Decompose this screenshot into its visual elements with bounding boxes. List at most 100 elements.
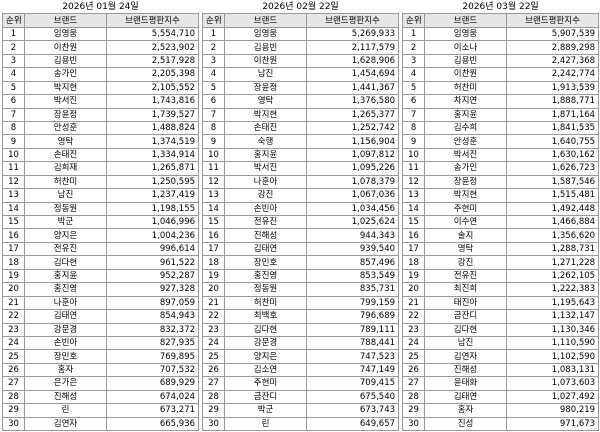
- index: 832,372: [105, 322, 200, 337]
- rank: 28: [202, 389, 226, 405]
- brand: 홍지윤: [24, 268, 107, 284]
- rank: 4: [402, 67, 426, 82]
- index: 1,097,812: [306, 147, 400, 163]
- index: 1,102,590: [506, 349, 600, 364]
- index: 1,466,884: [506, 214, 600, 230]
- ranking-table: 2026년 03월 22일 순위 브랜드 브랜드평판지수 1 임영웅 5,907,539 2 이…: [402, 1, 600, 432]
- index: 2,105,552: [105, 80, 200, 96]
- index: 747,149: [306, 362, 400, 378]
- brand: 차지연: [424, 94, 508, 109]
- brand: 박군: [224, 403, 308, 418]
- rank: 21: [2, 295, 25, 311]
- brand: 진해성: [24, 389, 107, 405]
- rank: 17: [2, 241, 25, 257]
- table-row: 25 김연자 1,102,590: [402, 349, 600, 364]
- brand: 이찬원: [24, 40, 107, 55]
- rank: 19: [2, 268, 25, 284]
- table-row: 8 손태진 1,252,742: [202, 120, 400, 136]
- brand: 홍진영: [224, 268, 308, 284]
- brand: 진해성: [424, 362, 508, 378]
- index: 1,034,456: [306, 201, 400, 217]
- table-row: 27 윤태화 1,073,603: [402, 376, 600, 391]
- table-row: 2 이찬원 2,523,902: [2, 40, 200, 55]
- brand: 최진희: [424, 282, 508, 297]
- brand: 홍자: [424, 403, 508, 418]
- rank: 5: [402, 80, 426, 96]
- table-row: 29 린 673,271: [2, 403, 200, 418]
- table-row: 16 진해성 944,343: [202, 228, 400, 243]
- index: 707,532: [105, 362, 200, 378]
- rank: 5: [2, 80, 25, 96]
- table-row: 9 숙행 1,156,904: [202, 134, 400, 149]
- index: 835,731: [306, 282, 400, 297]
- index: 980,219: [506, 403, 600, 418]
- table-row: 23 김다현 789,111: [202, 322, 400, 337]
- brand: 김태연: [224, 241, 308, 257]
- rank: 2: [202, 40, 226, 55]
- brand: 손빈아: [24, 335, 107, 351]
- brand: 주현미: [224, 376, 308, 391]
- rank: 17: [402, 241, 426, 257]
- table-row: 8 김수희 1,841,535: [402, 120, 600, 136]
- index: 897,059: [105, 295, 200, 311]
- index: 1,441,367: [306, 80, 400, 96]
- rank: 11: [402, 161, 426, 176]
- rank: 1: [202, 26, 226, 42]
- table-row: 22 금잔디 1,132,147: [402, 309, 600, 324]
- index: 665,936: [105, 416, 200, 432]
- table-row: 4 남진 1,454,694: [202, 67, 400, 82]
- index: 649,657: [306, 416, 400, 432]
- index: 2,889,298: [506, 40, 600, 55]
- table-row: 18 장민호 857,496: [202, 255, 400, 270]
- brand: 전유진: [224, 214, 308, 230]
- rank: 15: [202, 214, 226, 230]
- index: 1,237,419: [105, 188, 200, 203]
- table-row: 13 남진 1,237,419: [2, 188, 200, 203]
- brand: 김용빈: [224, 40, 308, 55]
- index: 1,739,527: [105, 107, 200, 122]
- table-row: 20 홍진영 927,328: [2, 282, 200, 297]
- rank: 7: [2, 107, 25, 122]
- rank: 6: [202, 94, 226, 109]
- rank: 29: [2, 403, 25, 418]
- ranking-table: 2026년 01월 24일 순위 브랜드 브랜드평판지수 1 임영웅 5,554,710 2 이…: [2, 1, 200, 432]
- header-row: 순위 브랜드 브랜드평판지수: [202, 13, 400, 28]
- rank: 22: [202, 309, 226, 324]
- table-row: 4 송가인 2,205,398: [2, 67, 200, 82]
- rank: 19: [402, 268, 426, 284]
- brand: 최백호: [224, 309, 308, 324]
- index: 996,614: [105, 241, 200, 257]
- table-row: 12 장윤정 1,587,546: [402, 174, 600, 190]
- index: 971,673: [506, 416, 600, 432]
- table-row: 20 정동원 835,731: [202, 282, 400, 297]
- table-row: 6 영탁 1,376,580: [202, 94, 400, 109]
- table-row: 19 홍지윤 952,287: [2, 268, 200, 284]
- index: 689,929: [105, 376, 200, 391]
- rank: 5: [202, 80, 226, 96]
- rank: 3: [402, 53, 426, 69]
- table-row: 1 임영웅 5,269,933: [202, 26, 400, 42]
- index: 1,488,824: [105, 120, 200, 136]
- table-row: 9 영탁 1,374,519: [2, 134, 200, 149]
- table-row: 11 김희재 1,265,871: [2, 161, 200, 176]
- rank: 17: [202, 241, 226, 257]
- brand: 영탁: [224, 94, 308, 109]
- brand: 남진: [224, 67, 308, 82]
- rank: 23: [2, 322, 25, 337]
- table-row: 1 임영웅 5,907,539: [402, 26, 600, 42]
- brand: 박지현: [24, 80, 107, 96]
- brand: 임영웅: [224, 26, 308, 42]
- table-row: 12 나훈아 1,078,379: [202, 174, 400, 190]
- rank: 16: [2, 228, 25, 243]
- index: 927,328: [105, 282, 200, 297]
- rank: 27: [202, 376, 226, 391]
- rank: 11: [2, 161, 25, 176]
- column-header: 브랜드: [424, 13, 508, 28]
- date: 2026년 02월 22일: [262, 2, 339, 13]
- index: 944,343: [306, 228, 400, 243]
- table-row: 5 박지현 2,105,552: [2, 80, 200, 96]
- brand: 남진: [424, 335, 508, 351]
- table-row: 11 박서진 1,095,226: [202, 161, 400, 176]
- table-row: 21 허찬미 799,159: [202, 295, 400, 311]
- index: 1,626,723: [506, 161, 600, 176]
